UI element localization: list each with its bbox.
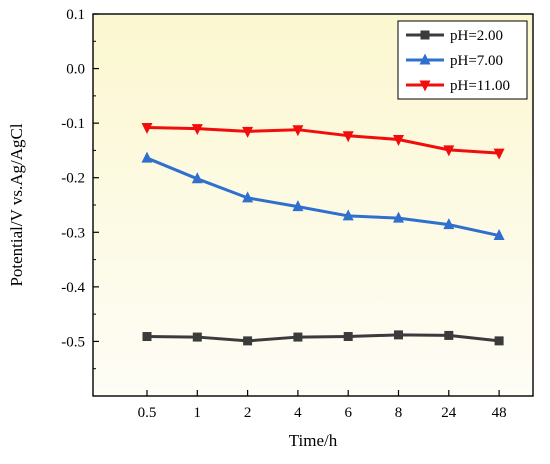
data-point [191, 124, 203, 136]
data-point [243, 336, 253, 346]
x-tick-label: 0.5 [138, 405, 157, 421]
data-point [191, 172, 203, 184]
x-tick-label: 6 [344, 405, 352, 421]
data-point [293, 332, 303, 342]
data-point [292, 200, 304, 212]
series-2 [141, 123, 505, 160]
data-point [342, 131, 354, 143]
x-tick-label: 8 [395, 405, 403, 421]
data-point [443, 218, 455, 230]
y-tick-label: -0.3 [61, 225, 85, 241]
legend-item: pH=2.00 [406, 28, 503, 44]
data-point [242, 126, 254, 138]
data-point [343, 332, 353, 342]
y-tick-label: -0.2 [61, 171, 85, 187]
series-0 [142, 330, 504, 346]
legend-label: pH=11.00 [450, 78, 510, 94]
series-line [146, 156, 500, 238]
x-axis-title: Time/h [289, 431, 338, 450]
data-point [142, 332, 152, 342]
data-point [192, 332, 202, 342]
y-tick-label: -0.1 [61, 116, 85, 132]
data-point [141, 151, 153, 163]
legend-marker [419, 80, 431, 92]
x-tick-label: 48 [492, 405, 507, 421]
data-point [242, 191, 254, 203]
series-1 [141, 151, 505, 241]
data-point [393, 135, 404, 147]
data-point [444, 330, 454, 340]
data-point [494, 336, 504, 346]
data-point [141, 123, 153, 135]
legend-label: pH=7.00 [450, 53, 503, 69]
legend: pH=2.00 pH=7.00 pH=11.00 [397, 20, 528, 100]
data-point [292, 125, 304, 137]
series-line [146, 333, 500, 343]
data-point [393, 211, 404, 223]
x-tick-label: 1 [194, 405, 202, 421]
legend-item: pH=7.00 [406, 53, 503, 69]
x-tick-label: 24 [441, 405, 457, 421]
y-axis-title: Potential/V vs.Ag/AgCl [7, 123, 26, 286]
y-tick-label: 0.1 [66, 7, 85, 23]
data-point [394, 330, 403, 340]
x-tick-label: 2 [244, 405, 252, 421]
data-point [493, 229, 505, 241]
data-point [342, 209, 354, 221]
series-line [146, 126, 500, 155]
legend-marker [419, 53, 431, 65]
data-point [493, 148, 505, 160]
legend-marker [420, 30, 430, 40]
legend-label: pH=2.00 [450, 28, 503, 44]
y-tick-label: -0.5 [61, 334, 85, 350]
y-tick-label: 0.0 [66, 62, 85, 78]
legend-item: pH=11.00 [406, 78, 510, 94]
x-tick-label: 4 [294, 405, 302, 421]
y-tick-label: -0.4 [61, 280, 85, 296]
data-point [443, 145, 455, 157]
